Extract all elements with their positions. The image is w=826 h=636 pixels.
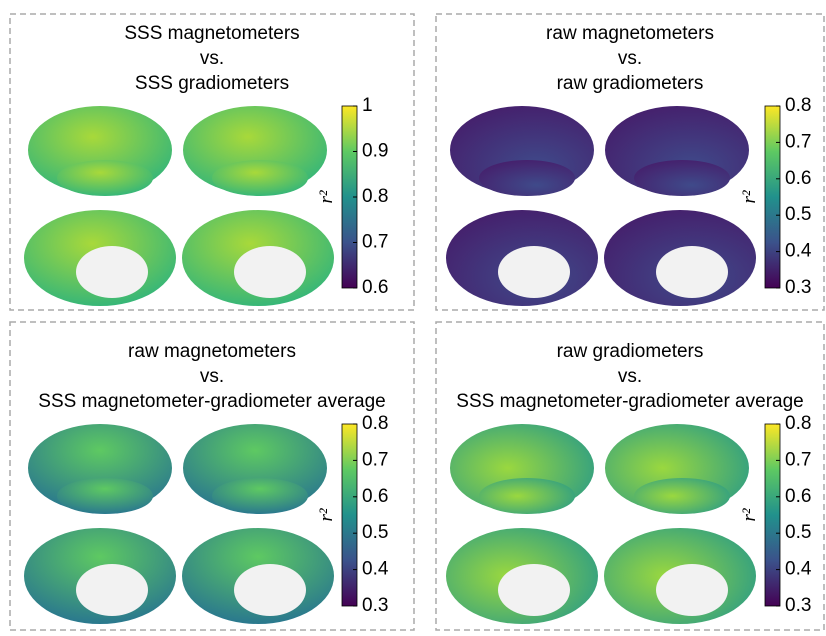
medial-wall xyxy=(656,564,728,616)
colorbar-label: r² xyxy=(316,508,337,521)
figure: SSS magnetometers vs. SSS gradiometers 0.6 0… xyxy=(0,0,826,631)
panel: raw magnetometers vs. raw gradiometers 0.3 0… xyxy=(436,14,824,310)
colorbar-tick-label: 0.6 xyxy=(785,486,811,507)
colorbar-tick-label: 0.8 xyxy=(785,413,811,434)
brain-temporal xyxy=(634,478,730,514)
colorbar xyxy=(342,424,357,606)
brain-temporal xyxy=(479,160,575,196)
panel-title: raw magnetometers xyxy=(546,23,714,44)
colorbar-tick-label: 0.9 xyxy=(362,141,388,162)
panel: raw gradiometers vs. SSS magnetometer-grad… xyxy=(436,322,824,630)
medial-wall xyxy=(498,246,570,298)
colorbar-tick-label: 0.7 xyxy=(785,449,811,470)
colorbar-tick-label: 0.6 xyxy=(362,277,388,298)
medial-wall xyxy=(76,564,148,616)
brain-temporal xyxy=(212,478,308,514)
colorbar-tick-label: 0.5 xyxy=(362,522,388,543)
panel-title: SSS magnetometer-gradiometer average xyxy=(38,391,385,412)
medial-wall xyxy=(76,246,148,298)
colorbar-tick-label: 0.4 xyxy=(785,241,812,262)
panel-title: SSS magnetometer-gradiometer average xyxy=(456,391,803,412)
colorbar-tick-label: 1 xyxy=(362,95,373,116)
colorbar-label: r² xyxy=(316,190,337,203)
panel-title: raw magnetometers xyxy=(128,341,296,362)
colorbar-tick-label: 0.6 xyxy=(785,168,811,189)
medial-wall xyxy=(656,246,728,298)
colorbar-tick-label: 0.3 xyxy=(362,595,388,616)
brain-temporal xyxy=(57,160,153,196)
colorbar-tick-label: 0.8 xyxy=(362,186,388,207)
medial-wall xyxy=(234,564,306,616)
colorbar-tick-label: 0.3 xyxy=(785,595,811,616)
panel-title: vs. xyxy=(618,48,642,69)
panel-title: raw gradiometers xyxy=(557,341,704,362)
colorbar-tick-label: 0.8 xyxy=(362,413,388,434)
brain-temporal xyxy=(57,478,153,514)
panel-title: vs. xyxy=(618,366,642,387)
colorbar-tick-label: 0.4 xyxy=(362,559,389,580)
colorbar-tick-label: 0.5 xyxy=(785,204,811,225)
colorbar-tick-label: 0.7 xyxy=(362,449,388,470)
panel-title: vs. xyxy=(200,366,224,387)
panel: raw magnetometers vs. SSS magnetometer-gra… xyxy=(10,322,414,630)
panel-title: vs. xyxy=(200,48,224,69)
medial-wall xyxy=(498,564,570,616)
brain-temporal xyxy=(634,160,730,196)
panel: SSS magnetometers vs. SSS gradiometers 0.6 0… xyxy=(10,14,414,310)
brain-temporal xyxy=(479,478,575,514)
colorbar xyxy=(765,424,780,606)
panel-title: raw gradiometers xyxy=(557,73,704,94)
colorbar-tick-label: 0.8 xyxy=(785,95,811,116)
colorbar-tick-label: 0.6 xyxy=(362,486,388,507)
medial-wall xyxy=(234,246,306,298)
colorbar-label: r² xyxy=(739,508,760,521)
colorbar-tick-label: 0.7 xyxy=(785,131,811,152)
panel-title: SSS magnetometers xyxy=(124,23,299,44)
colorbar xyxy=(765,106,780,288)
colorbar-tick-label: 0.4 xyxy=(785,559,812,580)
colorbar-label: r² xyxy=(739,190,760,203)
panel-title: SSS gradiometers xyxy=(135,73,289,94)
colorbar-tick-label: 0.3 xyxy=(785,277,811,298)
colorbar-tick-label: 0.5 xyxy=(785,522,811,543)
brain-temporal xyxy=(212,160,308,196)
colorbar-tick-label: 0.7 xyxy=(362,232,388,253)
